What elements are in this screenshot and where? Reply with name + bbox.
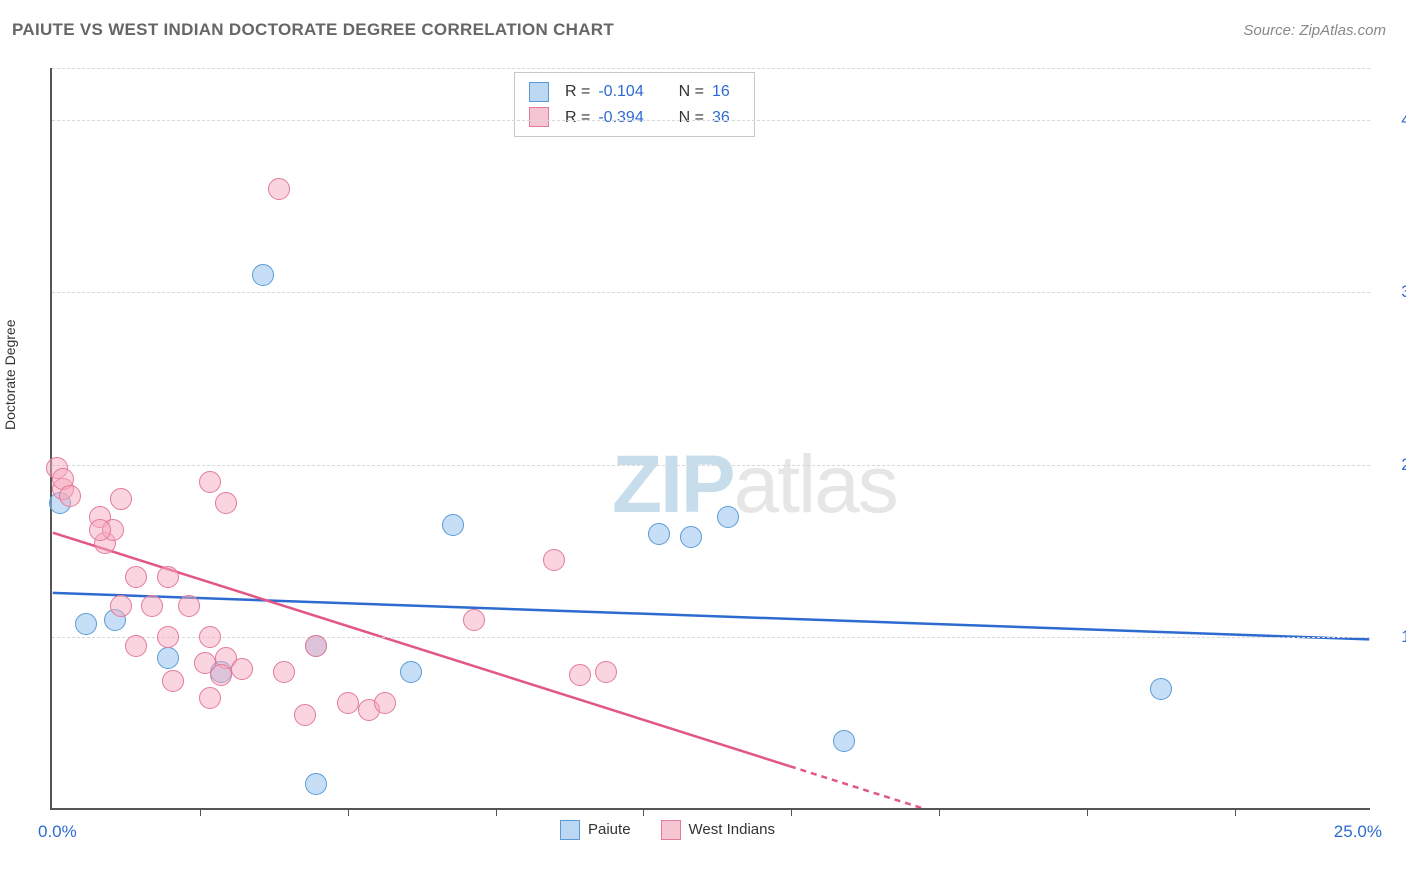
data-point: [141, 595, 163, 617]
data-point: [543, 549, 565, 571]
data-point: [680, 526, 702, 548]
chart-container: PAIUTE VS WEST INDIAN DOCTORATE DEGREE C…: [0, 0, 1406, 892]
y-axis-label: Doctorate Degree: [2, 319, 18, 430]
gridline: [52, 292, 1370, 293]
legend-label: West Indians: [689, 821, 775, 838]
gridline: [52, 68, 1370, 69]
data-point: [268, 178, 290, 200]
x-tick: [1235, 808, 1236, 816]
data-point: [294, 704, 316, 726]
data-point: [833, 730, 855, 752]
source-prefix: Source:: [1243, 22, 1299, 39]
data-point: [569, 664, 591, 686]
data-point: [199, 626, 221, 648]
r-value: -0.104: [598, 79, 643, 105]
x-axis-min-label: 0.0%: [38, 822, 77, 842]
x-tick: [496, 808, 497, 816]
data-point: [178, 595, 200, 617]
data-point: [199, 471, 221, 493]
legend-swatch: [661, 820, 681, 840]
data-point: [125, 635, 147, 657]
legend-correlation-box: R = -0.104 N = 16R = -0.394 N = 36: [514, 72, 755, 137]
legend-correlation-row: R = -0.104 N = 16: [529, 79, 740, 105]
data-point: [231, 658, 253, 680]
gridline: [52, 465, 1370, 466]
data-point: [1150, 678, 1172, 700]
trend-lines-svg: [52, 68, 1370, 808]
watermark: ZIPatlas: [612, 438, 897, 532]
y-tick-label: 4.0%: [1380, 110, 1406, 130]
data-point: [75, 613, 97, 635]
n-value: 36: [712, 105, 730, 131]
data-point: [595, 661, 617, 683]
legend-swatch: [560, 820, 580, 840]
data-point: [157, 566, 179, 588]
legend-swatch: [529, 107, 549, 127]
gridline: [52, 120, 1370, 121]
x-tick: [348, 808, 349, 816]
data-point: [210, 664, 232, 686]
x-tick: [1087, 808, 1088, 816]
r-value: -0.394: [598, 105, 643, 131]
data-point: [463, 609, 485, 631]
x-tick: [200, 808, 201, 816]
legend-swatch: [529, 82, 549, 102]
data-point: [215, 492, 237, 514]
data-point: [305, 773, 327, 795]
data-point: [305, 635, 327, 657]
data-point: [110, 595, 132, 617]
source-label: Source: ZipAtlas.com: [1243, 22, 1386, 39]
n-value: 16: [712, 79, 730, 105]
data-point: [442, 514, 464, 536]
watermark-atlas: atlas: [734, 439, 897, 530]
data-point: [110, 488, 132, 510]
legend-label: Paiute: [588, 821, 631, 838]
gridline: [52, 637, 1370, 638]
data-point: [157, 626, 179, 648]
data-point: [89, 519, 111, 541]
n-label: N =: [679, 79, 704, 105]
data-point: [252, 264, 274, 286]
source-name: ZipAtlas.com: [1299, 22, 1386, 39]
plot-area: ZIPatlas R = -0.104 N = 16R = -0.394 N =…: [50, 68, 1370, 810]
data-point: [59, 485, 81, 507]
x-tick: [939, 808, 940, 816]
y-tick-label: 2.0%: [1380, 455, 1406, 475]
data-point: [199, 687, 221, 709]
data-point: [648, 523, 670, 545]
r-label: R =: [565, 105, 590, 131]
legend-correlation-row: R = -0.394 N = 36: [529, 105, 740, 131]
y-tick-label: 1.0%: [1380, 627, 1406, 647]
x-tick: [791, 808, 792, 816]
n-label: N =: [679, 105, 704, 131]
data-point: [337, 692, 359, 714]
data-point: [157, 647, 179, 669]
watermark-zip: ZIP: [612, 439, 734, 530]
y-tick-label: 3.0%: [1380, 282, 1406, 302]
data-point: [273, 661, 295, 683]
r-label: R =: [565, 79, 590, 105]
data-point: [125, 566, 147, 588]
chart-title: PAIUTE VS WEST INDIAN DOCTORATE DEGREE C…: [12, 20, 614, 40]
data-point: [400, 661, 422, 683]
legend-item: Paiute: [560, 820, 631, 840]
data-point: [717, 506, 739, 528]
legend-series: Paiute West Indians: [560, 820, 775, 840]
x-axis-max-label: 25.0%: [1334, 822, 1382, 842]
legend-item: West Indians: [661, 820, 775, 840]
x-tick: [643, 808, 644, 816]
data-point: [374, 692, 396, 714]
data-point: [162, 670, 184, 692]
